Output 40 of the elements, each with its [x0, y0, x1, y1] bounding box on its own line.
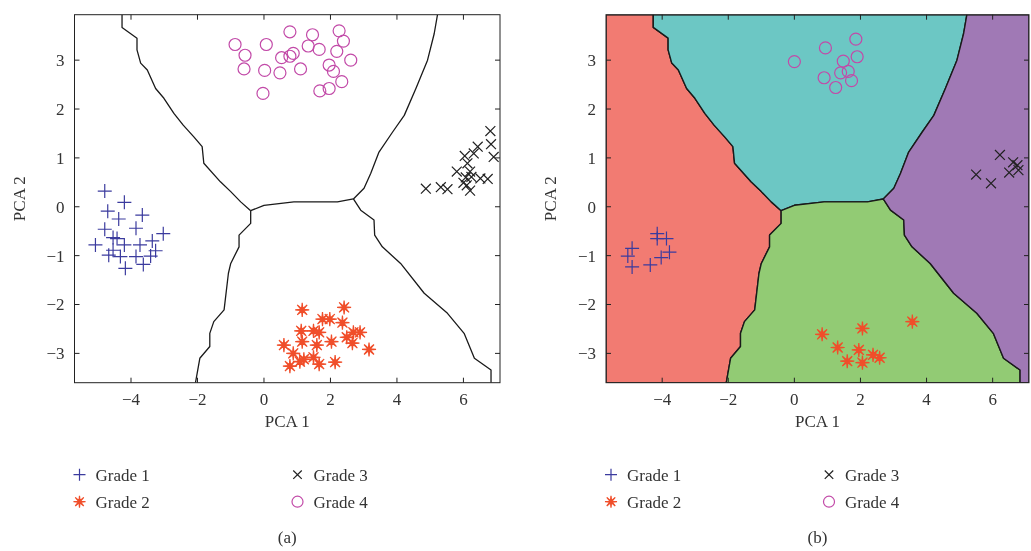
legend-label: Grade 2 — [627, 492, 682, 512]
x-tick-label: −2 — [719, 389, 738, 409]
x-tick-label: 6 — [459, 389, 468, 409]
y-tick-label: −3 — [46, 344, 65, 364]
y-tick-label: 1 — [56, 148, 65, 168]
x-tick-label: −4 — [121, 389, 141, 409]
x-tick-label: 0 — [790, 389, 799, 409]
y-tick-label: −2 — [577, 295, 596, 315]
legend-label: Grade 4 — [313, 492, 369, 512]
y-tick-label: −3 — [577, 344, 596, 364]
y-axis-title: PCA 2 — [9, 176, 29, 222]
legend-label: Grade 1 — [627, 465, 682, 485]
y-tick-label: 2 — [56, 99, 65, 119]
y-tick-label: 0 — [56, 197, 65, 217]
text: (b) — [807, 527, 828, 547]
x-tick-label: 6 — [988, 389, 997, 409]
x-tick-label: −2 — [188, 389, 207, 409]
legend-label: Grade 3 — [313, 465, 368, 485]
x-tick-label: 2 — [326, 389, 335, 409]
legend-label: Grade 3 — [845, 465, 900, 485]
y-tick-label: 1 — [587, 148, 596, 168]
text: (a) — [277, 527, 297, 547]
y-tick-label: −1 — [577, 246, 596, 266]
y-tick-label: 3 — [56, 51, 65, 71]
x-tick-label: 4 — [922, 389, 932, 409]
x-tick-label: 0 — [259, 389, 269, 409]
x-tick-label: −4 — [653, 389, 672, 409]
y-tick-label: 3 — [587, 51, 596, 71]
x-axis-title: PCA 1 — [264, 411, 310, 431]
y-axis-title: PCA 2 — [541, 176, 560, 222]
x-tick-label: 2 — [856, 389, 865, 409]
legend-label: Grade 4 — [845, 492, 900, 512]
y-tick-label: −1 — [46, 246, 65, 266]
y-tick-label: −2 — [46, 295, 65, 315]
legend-label: Grade 2 — [95, 492, 150, 512]
y-tick-label: 0 — [587, 197, 596, 217]
legend-label: Grade 1 — [95, 465, 150, 485]
x-axis-title: PCA 1 — [795, 411, 840, 431]
y-tick-label: 2 — [587, 99, 596, 119]
x-tick-label: 4 — [392, 389, 402, 409]
